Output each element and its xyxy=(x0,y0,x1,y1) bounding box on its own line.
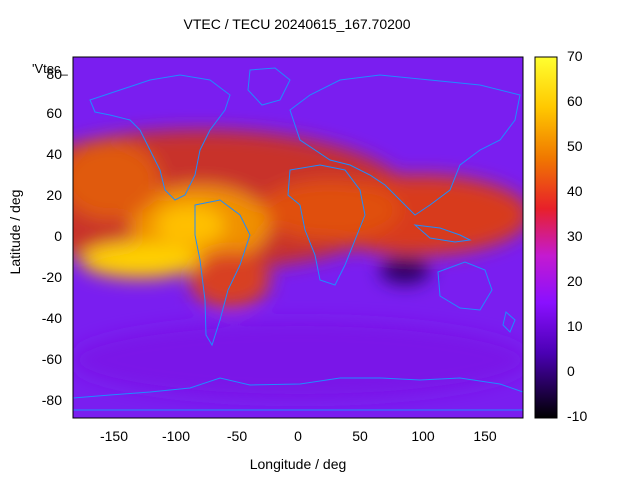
colorbar-tick-label: 40 xyxy=(567,183,583,199)
plot-frame xyxy=(72,56,524,419)
colorbar-tick-label: 70 xyxy=(567,48,583,64)
y-tick-label: -80 xyxy=(41,392,62,408)
coast-south-america xyxy=(194,199,251,347)
y-tick-label: -60 xyxy=(41,351,62,367)
colorbar-tick-label: 60 xyxy=(567,93,583,109)
tec-africa-band xyxy=(260,180,400,240)
coastlines xyxy=(73,67,523,411)
coast-greenland xyxy=(247,67,291,106)
y-tick-label: -40 xyxy=(41,310,62,326)
colorbar xyxy=(534,56,558,419)
chart-title: VTEC / TECU 20240615_167.70200 xyxy=(183,16,411,32)
colorbar-tick-label: 30 xyxy=(567,228,583,244)
tec-indian-min xyxy=(380,256,430,284)
inset-label: 'Vtec_ xyxy=(32,61,68,76)
x-tick-label: 100 xyxy=(411,428,435,444)
tec-americas-core xyxy=(155,205,225,245)
x-tick-label: 0 xyxy=(294,428,302,444)
colorbar-tick-label: 10 xyxy=(567,318,583,334)
x-tick-label: 50 xyxy=(352,428,368,444)
y-tick-label: 80 xyxy=(46,66,62,82)
x-axis-label: Longitude / deg xyxy=(249,456,347,472)
colorbar-tick-label: -10 xyxy=(567,408,588,424)
tec-southern xyxy=(73,320,523,400)
y-tick-label: 60 xyxy=(46,105,62,121)
tec-south-america xyxy=(190,252,270,308)
y-tick-label: 40 xyxy=(46,146,62,162)
colorbar-tick-label: 50 xyxy=(567,138,583,154)
x-tick-label: -50 xyxy=(226,428,248,444)
coast-australia xyxy=(437,261,493,311)
x-tick-label: -150 xyxy=(99,428,129,444)
coast-eurasia xyxy=(289,74,521,216)
coast-north-america xyxy=(89,74,231,201)
tec-pacific-crest xyxy=(80,242,200,278)
y-tick-label: -20 xyxy=(41,269,62,285)
x-tick-label: 150 xyxy=(473,428,497,444)
tec-pacific-north xyxy=(73,140,160,220)
coast-new-zealand xyxy=(502,311,516,333)
colorbar-tick-label: 0 xyxy=(567,363,575,379)
coast-indonesia xyxy=(413,224,472,243)
coast-antarctica xyxy=(73,377,523,399)
y-tick-label: 20 xyxy=(46,187,62,203)
y-tick-label: 0 xyxy=(54,228,62,244)
x-tick-label: -100 xyxy=(161,428,191,444)
coast-africa xyxy=(287,164,366,286)
colorbar-tick-label: 20 xyxy=(567,273,583,289)
